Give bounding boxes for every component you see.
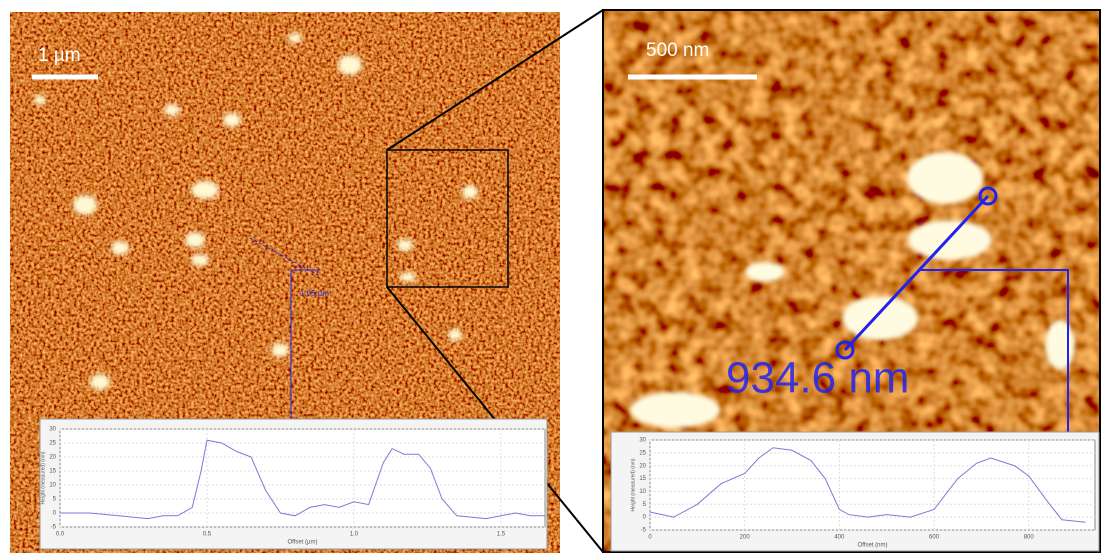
plot-area: [59, 428, 546, 528]
x-axis-label: Offset (µm): [287, 540, 317, 546]
y-tick-label: 20: [639, 463, 646, 469]
y-tick-label: 5: [643, 502, 647, 508]
measurement: [249, 186, 1069, 432]
y-axis-label: Height (measured) (nm): [630, 458, 636, 511]
y-tick-label: -5: [51, 525, 57, 531]
y-tick-label: 10: [639, 489, 646, 495]
y-tick-label: 15: [639, 476, 646, 482]
y-tick-label: 30: [49, 427, 56, 433]
y-tick-label: 25: [49, 441, 56, 447]
x-tick-label: 600: [929, 535, 940, 541]
x-tick-label: 1.5: [497, 532, 506, 538]
x-tick-label: 800: [1024, 535, 1035, 541]
y-tick-label: 10: [49, 483, 56, 489]
scale-label: 1 µm: [38, 45, 81, 66]
y-tick-label: 30: [639, 438, 646, 444]
scale-label: 500 nm: [646, 40, 709, 61]
y-axis-label: Height (measured) (nm): [40, 451, 46, 504]
profile-line: [60, 439, 545, 520]
connector: [386, 9, 604, 151]
zoom-frame: [602, 9, 1101, 553]
y-tick-label: -5: [641, 528, 647, 534]
plot-area: [649, 439, 1096, 531]
measurement-label: 934.6 nm: [726, 354, 909, 403]
x-tick-label: 400: [834, 535, 845, 541]
y-tick-label: 0: [643, 515, 647, 521]
zoom-box: [386, 149, 509, 288]
y-tick-label: 0: [53, 511, 57, 517]
x-tick-label: 0: [648, 535, 652, 541]
x-axis-label: Offset (nm): [858, 543, 888, 549]
y-tick-label: 5: [53, 497, 57, 503]
x-tick-label: 200: [740, 535, 751, 541]
y-tick-label: 15: [49, 469, 56, 475]
y-tick-label: 25: [639, 450, 646, 456]
x-tick-label: 0.0: [56, 532, 65, 538]
profile-line: [649, 447, 1086, 523]
x-tick-label: 1.0: [350, 532, 359, 538]
x-tick-label: 0.5: [203, 532, 212, 538]
y-tick-label: 20: [49, 455, 56, 461]
measurement-label: 1.05 µm: [300, 289, 329, 298]
